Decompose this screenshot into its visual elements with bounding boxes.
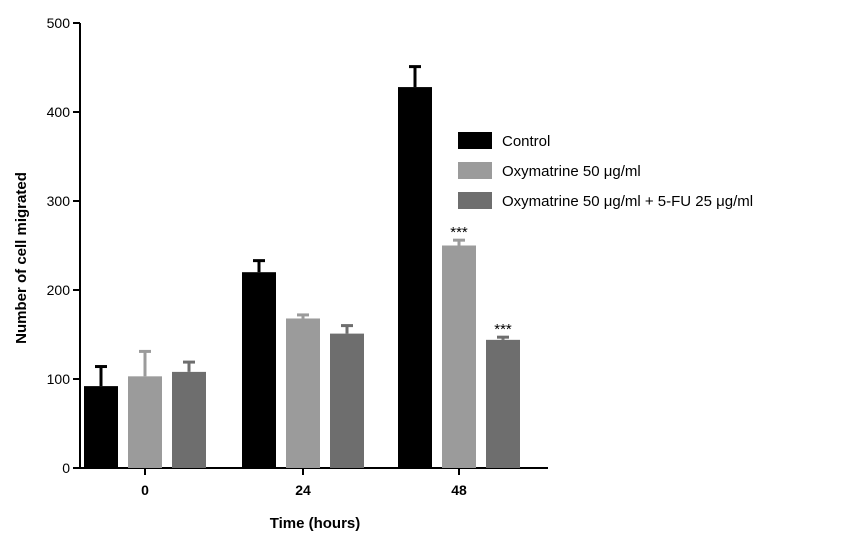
x-axis-title: Time (hours) — [270, 515, 361, 532]
y-tick-label: 300 — [47, 193, 71, 209]
y-tick-label: 200 — [47, 282, 71, 298]
bar — [128, 376, 162, 468]
x-tick-label: 24 — [295, 482, 311, 498]
y-tick-label: 0 — [62, 460, 70, 476]
y-tick-label: 500 — [47, 15, 71, 31]
bar — [442, 245, 476, 468]
error-bars — [95, 65, 509, 387]
legend-swatch — [458, 132, 492, 149]
x-tick-label: 0 — [141, 482, 149, 498]
bar — [286, 318, 320, 468]
y-tick-label: 100 — [47, 371, 71, 387]
legend-label: Oxymatrine 50 μg/ml + 5-FU 25 μg/ml — [502, 193, 753, 210]
significance-label: *** — [494, 321, 512, 338]
legend-swatch — [458, 192, 492, 209]
bar — [172, 371, 206, 468]
significance-label: *** — [450, 224, 468, 241]
y-tick-label: 400 — [47, 104, 71, 120]
legend-swatch — [458, 162, 492, 179]
bar — [242, 272, 276, 468]
bars — [84, 87, 520, 468]
bar — [398, 87, 432, 468]
bar — [84, 386, 118, 468]
legend-label: Oxymatrine 50 μg/ml — [502, 163, 641, 180]
y-axis-title: Number of cell migrated — [13, 172, 30, 344]
legend-label: Control — [502, 133, 550, 150]
significance-markers: *** *** — [450, 224, 512, 338]
bar — [330, 333, 364, 468]
x-tick-label: 48 — [451, 482, 467, 498]
legend: Control Oxymatrine 50 μg/ml Oxymatrine 50 … — [458, 132, 753, 210]
bar — [486, 339, 520, 468]
